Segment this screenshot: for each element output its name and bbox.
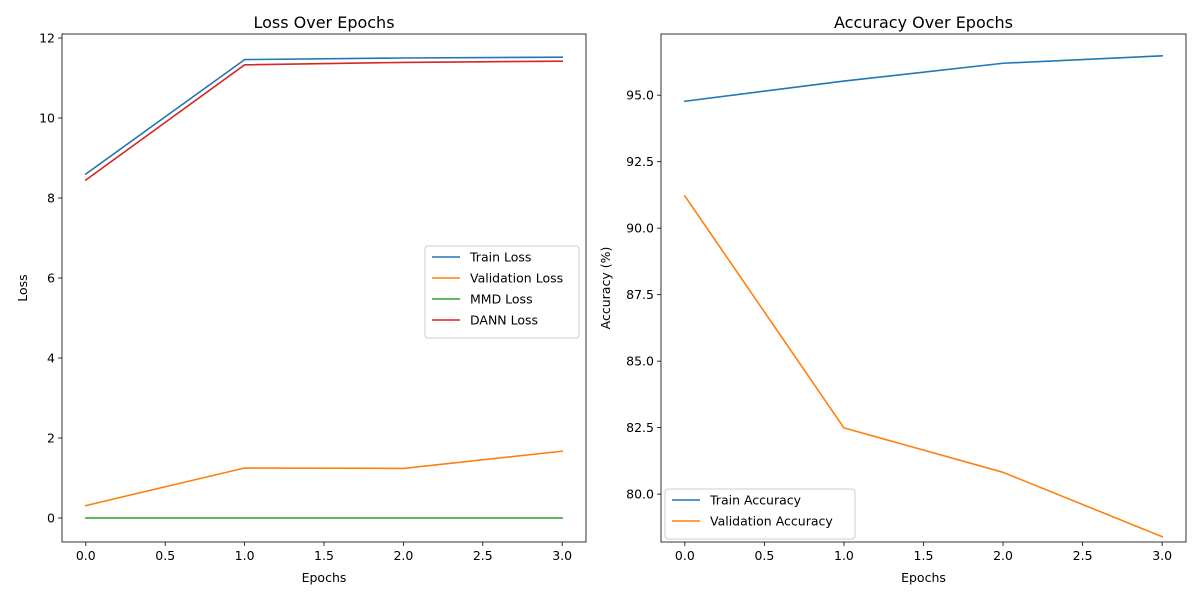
plot-frame [660,33,1187,543]
x-tick-label: 0.5 [155,548,175,563]
x-tick-label: 0.0 [675,548,695,563]
legend-label: MMD Loss [470,292,533,307]
x-tick-label: 1.0 [235,548,255,563]
x-tick-label: 2.5 [1073,548,1093,563]
y-axis-label: Loss [15,274,30,301]
legend-label: Validation Loss [470,271,563,286]
y-tick-label: 95.0 [626,88,654,103]
y-tick-label: 0 [47,511,55,526]
chart-title: Loss Over Epochs [253,13,394,32]
series-line-validation-accuracy [683,194,1164,538]
y-tick-label: 92.5 [626,154,654,169]
x-tick-label: 3.0 [552,548,572,563]
x-tick-label: 1.5 [914,548,934,563]
y-tick-label: 12 [39,31,55,46]
y-tick-label: 8 [47,191,55,206]
series-line-validation-loss [84,450,564,507]
y-tick-label: 80.0 [626,487,654,502]
series-line-train-loss [84,56,563,176]
series-line-train-accuracy [683,54,1163,103]
legend-label: DANN Loss [470,313,538,328]
legend-label: Train Loss [469,250,531,265]
y-tick-label: 2 [47,431,55,446]
x-tick-label: 1.0 [834,548,854,563]
y-tick-label: 82.5 [626,420,654,435]
chart-title: Accuracy Over Epochs [834,13,1013,32]
x-tick-label: 2.5 [473,548,493,563]
x-tick-label: 3.0 [1152,548,1172,563]
loss-chart: Loss Over Epochs 0.0 0.5 1.0 1.5 2.0 2.5 3.0 0 2 4… [15,13,587,585]
accuracy-chart: Accuracy Over Epochs 0.0 0.5 1.0 1.5 2.0 2.5 3.… [598,13,1187,585]
y-tick-label: 4 [47,351,55,366]
series-line-dann-loss [84,60,563,182]
legend-label: Train Accuracy [709,493,802,508]
legend-box [664,488,856,540]
plot-frame [61,33,587,543]
x-tick-label: 1.5 [314,548,334,563]
y-tick-label: 90.0 [626,221,654,236]
x-tick-label: 0.0 [76,548,96,563]
y-tick-label: 87.5 [626,287,654,302]
x-axis-label: Epochs [901,570,946,585]
x-tick-label: 0.5 [754,548,774,563]
x-tick-label: 2.0 [993,548,1013,563]
y-tick-label: 10 [39,111,55,126]
legend: Train Loss Validation Loss MMD Loss DANN Lo… [424,245,580,339]
legend-label: Validation Accuracy [710,514,833,529]
y-tick-label: 85.0 [626,354,654,369]
x-tick-label: 2.0 [393,548,413,563]
legend-box [424,245,580,339]
legend: Train Accuracy Validation Accuracy [664,488,856,540]
y-axis-label: Accuracy (%) [598,247,613,330]
x-axis-label: Epochs [302,570,347,585]
y-tick-label: 6 [47,271,55,286]
